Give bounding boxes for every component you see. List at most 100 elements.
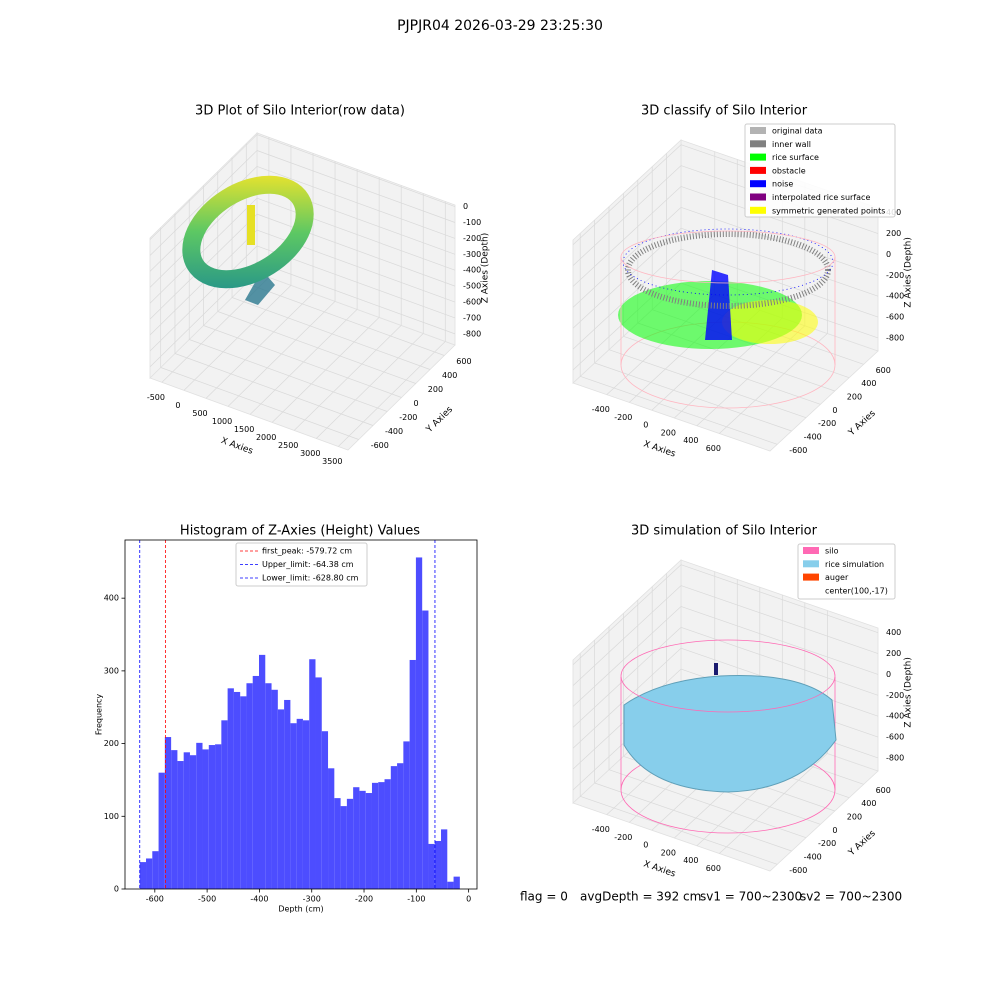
grid-line: [680, 564, 879, 634]
chart-title: Histogram of Z-Axies (Height) Values: [180, 524, 420, 539]
grid-line: [719, 753, 828, 854]
legend-label: rice surface: [772, 153, 819, 162]
bar: [359, 790, 366, 889]
grid-line: [256, 166, 456, 239]
chart-title: 3D simulation of Silo Interior: [631, 524, 818, 539]
bar: [221, 720, 228, 889]
grid-line: [572, 606, 682, 707]
y-tick-label: -600: [789, 446, 807, 455]
bar: [378, 782, 385, 889]
legend-swatch: [803, 560, 819, 568]
bar: [240, 696, 247, 889]
z-tick-label: -200: [463, 234, 481, 243]
grid-line: [680, 585, 879, 654]
rice-surface: [623, 675, 837, 793]
y-tick-label: 100: [104, 812, 119, 821]
bar: [321, 731, 329, 889]
grid-line: [680, 186, 879, 255]
bar: [447, 881, 454, 889]
x-tick-label: -400: [250, 895, 268, 904]
y-tick-label: 600: [456, 357, 471, 366]
x-tick-label: 0: [175, 401, 180, 410]
bar: [252, 675, 260, 889]
x-tick-label: 400: [683, 436, 698, 445]
grid-line: [572, 186, 682, 287]
grid-line: [572, 227, 682, 329]
bar: [246, 683, 253, 889]
bar: [302, 720, 310, 889]
cloud-pillar: [247, 205, 255, 245]
legend-swatch: [750, 127, 766, 134]
z-tick-label: -600: [463, 298, 481, 307]
z-tick-label: -200: [886, 271, 904, 280]
z-tick-label: -600: [886, 733, 904, 742]
bar: [189, 755, 197, 889]
y-tick-label: 600: [876, 786, 891, 795]
grid-line: [246, 283, 445, 356]
status-text: avgDepth = 392 cm: [580, 890, 701, 904]
bar: [397, 763, 404, 889]
legend-label: Lower_limit: -628.80 cm: [262, 574, 359, 583]
legend-box: [797, 543, 896, 600]
bar: [277, 709, 285, 889]
y-tick-label: 600: [876, 366, 891, 375]
bar: [183, 752, 190, 889]
chart-title: 3D Plot of Silo Interior(row data): [195, 104, 405, 119]
legend-label: first_peak: -579.72 cm: [262, 547, 352, 556]
z-tick-label: -800: [463, 329, 481, 338]
grid-line: [217, 311, 416, 384]
z-axis-label: Z Axies (Depth): [904, 657, 914, 728]
legend-swatch: [750, 140, 766, 148]
grid-line: [594, 782, 792, 852]
cloud-ring: [182, 175, 314, 289]
bar: [434, 841, 442, 889]
y-tick-label: 0: [114, 885, 119, 894]
chart-title: 3D classify of Silo Interior: [641, 104, 808, 119]
x-tick-label: 500: [192, 409, 207, 418]
z-tick-label: 400: [886, 628, 901, 637]
y-tick-label: 400: [442, 371, 457, 380]
bar: [208, 745, 216, 889]
z-tick-label: -300: [463, 250, 481, 259]
bar: [441, 829, 448, 889]
x-tick-label: 3000: [300, 449, 320, 458]
legend-box: [744, 123, 896, 218]
grid-line: [160, 367, 359, 440]
z-tick-label: -800: [886, 333, 904, 342]
cloud-tail: [245, 270, 275, 305]
y-tick-label: -400: [804, 433, 822, 442]
grid-line: [203, 325, 402, 398]
point-cloud-raw: [182, 175, 314, 305]
z-tick-label: -100: [463, 218, 481, 227]
bar: [340, 806, 347, 889]
bar: [334, 798, 341, 889]
grid-line: [580, 796, 778, 865]
grid-line: [189, 339, 388, 412]
grid-line: [680, 606, 879, 675]
status-text: sv2 = 700~2300: [800, 890, 902, 904]
x-tick-label: 1500: [234, 425, 254, 434]
x-tick-label: -400: [592, 405, 610, 414]
grid-line: [149, 134, 258, 240]
bar: [164, 737, 172, 889]
legend-swatch: [750, 193, 766, 201]
x-axis-label: Depth (cm): [278, 905, 323, 914]
y-tick-label: 400: [861, 379, 876, 388]
bar: [384, 779, 391, 889]
bar: [353, 787, 360, 889]
rice-simulation: [620, 639, 837, 834]
bar: [328, 768, 335, 889]
bar: [233, 691, 241, 889]
x-tick-label: 2000: [256, 433, 276, 442]
x-tick-label: -400: [592, 825, 610, 834]
grid-line: [680, 626, 879, 696]
legend-label: silo: [825, 547, 839, 556]
figure-title: PJPJR04 2026-03-29 23:25:30: [397, 18, 603, 34]
legend-box: [235, 542, 368, 587]
legend-label: interpolated rice surface: [772, 193, 870, 202]
legend-layer: 3D Plot of Silo Interior(row data) origin…: [180, 104, 902, 904]
legend-label: noise: [772, 180, 793, 189]
bar: [365, 793, 372, 889]
bar: [403, 741, 410, 889]
